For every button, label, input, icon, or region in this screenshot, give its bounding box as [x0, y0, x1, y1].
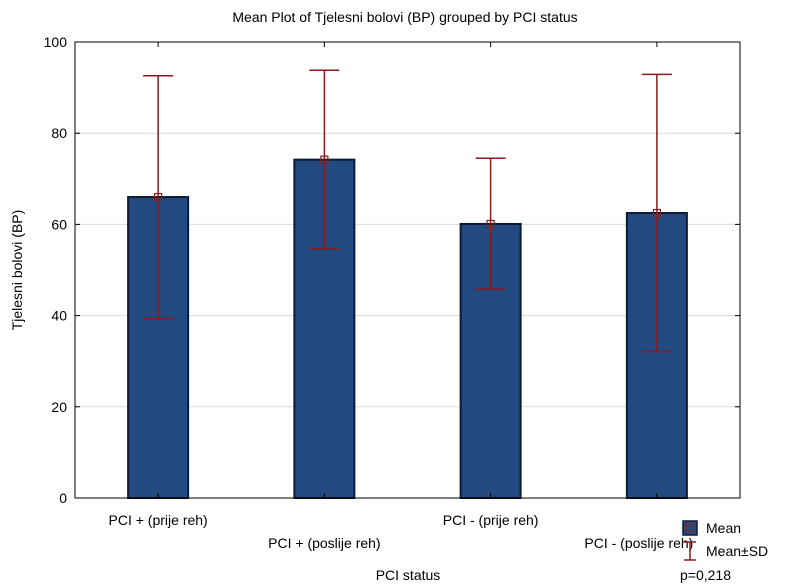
legend: Mean Mean±SD — [682, 520, 768, 561]
chart-title: Mean Plot of Tjelesni bolovi (BP) groupe… — [232, 9, 577, 25]
y-axis-ticks: 0 20 40 60 80 100 — [44, 34, 740, 506]
y-tick-label: 80 — [51, 125, 67, 141]
x-tick-label: PCI - (prije reh) — [443, 512, 539, 528]
y-tick-label: 60 — [51, 216, 67, 232]
x-axis-label: PCI status — [376, 567, 441, 583]
x-tick-label: PCI + (poslije reh) — [268, 535, 380, 551]
mean-marker — [652, 208, 661, 218]
x-axis-ticks: PCI + (prije reh) PCI + (poslije reh) PCI … — [109, 42, 693, 551]
p-value-annotation: p=0,218 — [680, 567, 731, 583]
x-tick-label: PCI + (prije reh) — [109, 512, 208, 528]
y-tick-label: 0 — [59, 490, 67, 506]
plot-frame — [74, 41, 741, 499]
error-bars — [143, 69, 672, 353]
mean-marker — [486, 219, 495, 229]
x-tick-label: PCI - (poslije reh) — [584, 535, 693, 551]
mean-marker — [320, 155, 329, 164]
y-tick-label: 20 — [51, 399, 67, 415]
mean-square-icon — [682, 520, 698, 536]
mean-marker — [154, 192, 163, 202]
mean-marker-icon — [685, 523, 695, 533]
y-tick-label: 40 — [51, 308, 67, 324]
error-bar-icon — [684, 541, 696, 561]
legend-sd-label: Mean±SD — [706, 543, 768, 559]
bars — [127, 158, 688, 499]
legend-mean-label: Mean — [706, 520, 741, 536]
y-axis-label: Tjelesni bolovi (BP) — [9, 210, 25, 331]
y-tick-label: 100 — [44, 34, 68, 50]
